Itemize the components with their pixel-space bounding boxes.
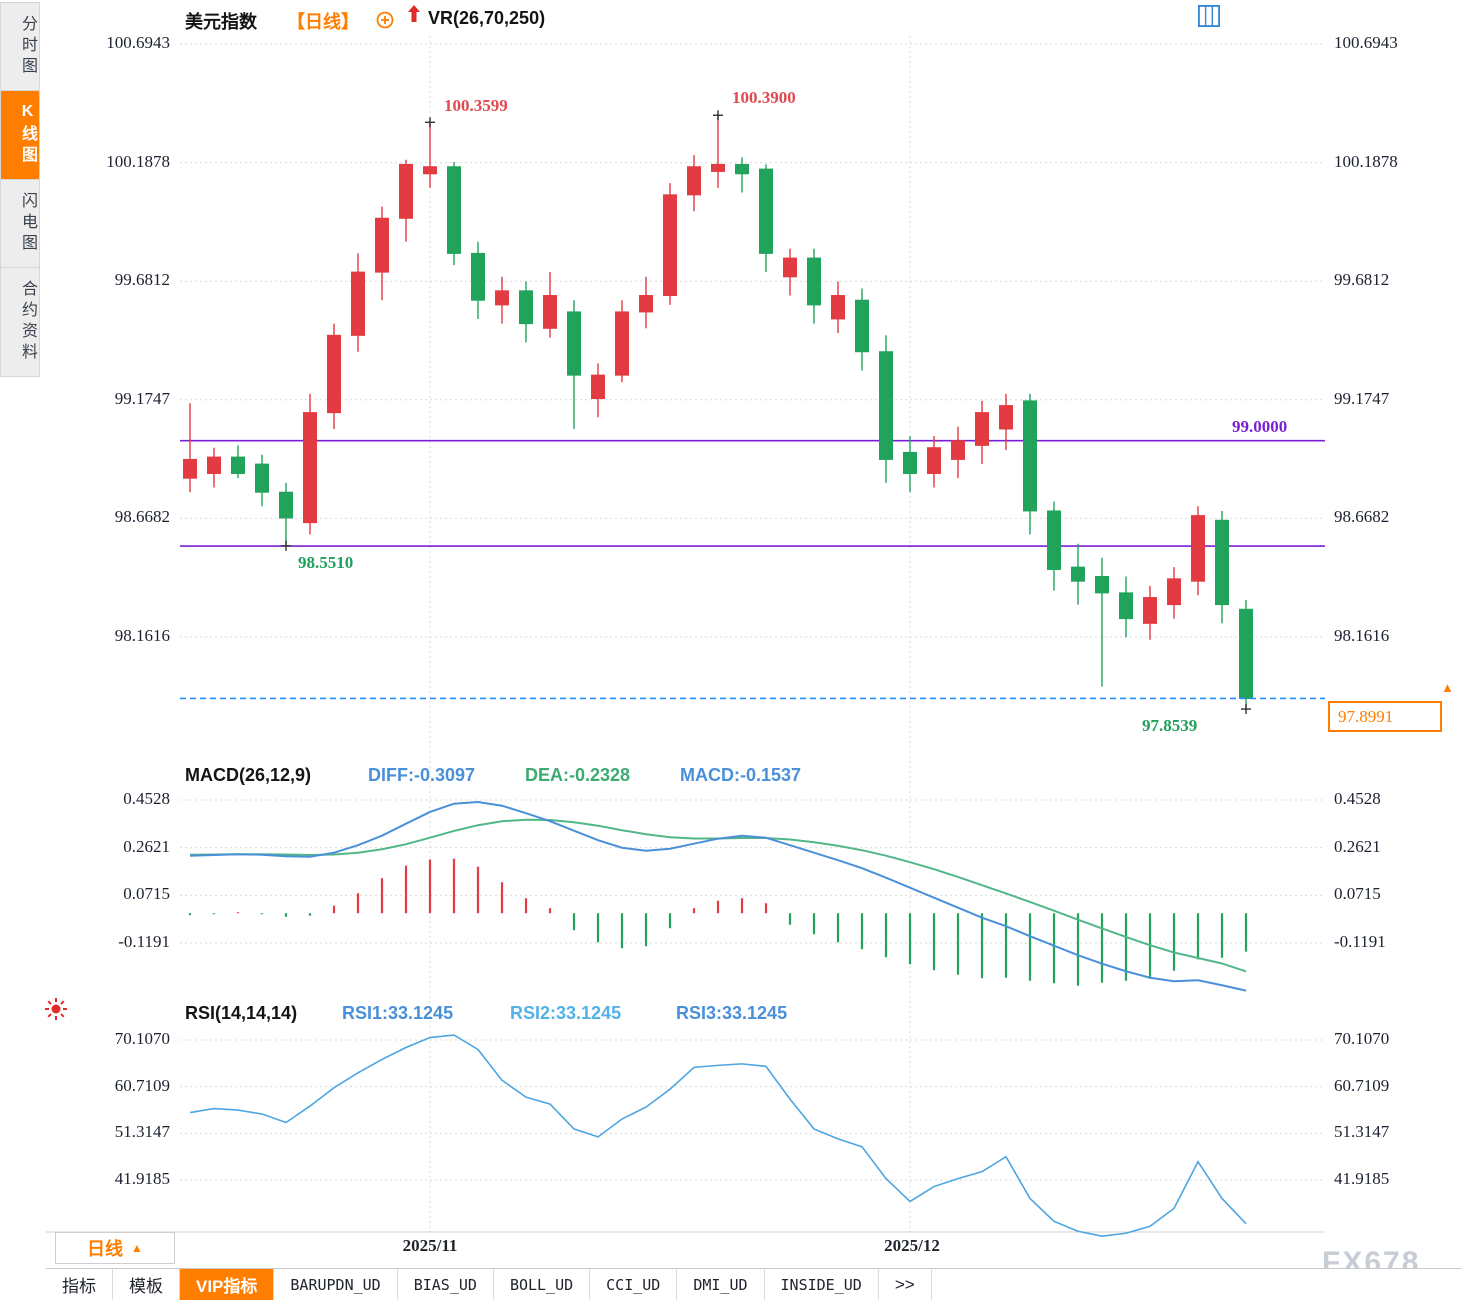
vr-indicator-label: VR(26,70,250) [428,8,546,28]
tab-bias-ud[interactable]: BIAS_UD [398,1269,494,1300]
tab-boll-ud[interactable]: BOLL_UD [494,1269,591,1300]
y-tick-label: -0.1191 [118,932,170,951]
symbol-title: 美元指数 [185,12,257,32]
y-tick-label: 0.4528 [123,789,170,808]
tab-cci-ud[interactable]: CCI_UD [590,1269,678,1300]
y-tick-label: 41.9185 [1334,1169,1390,1188]
x-axis-label-nov: 2025/11 [402,1236,458,1255]
y-tick-label: 41.9185 [114,1169,170,1188]
y-tick-label: 0.0715 [1334,884,1381,904]
y-tick-label: 100.6943 [1334,33,1398,52]
annotation-markers-layer [281,110,1251,715]
period-up-triangle-icon: ▲ [131,1241,143,1255]
rsi3-value: RSI3:33.1245 [676,1003,788,1023]
tab-template[interactable]: 模板 [113,1269,180,1300]
low-annotation-1: 98.5510 [298,553,354,572]
layout-toolbar [1198,5,1304,27]
y-tick-label: 100.6943 [106,33,170,52]
macd-dea-value: DEA:-0.2328 [525,765,631,785]
sidebar: 分时图 K线图 闪电图 合约资料 [0,2,40,377]
sidebar-tab-contract-info[interactable]: 合约资料 [0,267,40,377]
y-tick-label: 98.6682 [1334,507,1390,527]
candles-layer [183,115,1253,710]
indicator-tab-bar: 指标 模板 VIP指标 BARUPDN_UD BIAS_UD BOLL_UD C… [46,1268,1462,1300]
high-annotation-1: 100.3599 [444,96,508,115]
y-tick-label: 98.1616 [114,626,170,645]
y-tick-label: 99.1747 [1334,388,1390,408]
high-annotation-2: 100.3900 [732,88,796,107]
sidebar-tab-kline[interactable]: K线图 [0,90,40,179]
level-price-label: 99.0000 [1232,417,1288,436]
macd-value: MACD:-0.1537 [680,765,802,785]
y-tick-label: 0.0715 [123,884,170,904]
y-tick-label: 98.6682 [114,507,170,527]
tab-indicator[interactable]: 指标 [46,1269,113,1300]
y-tick-label: 60.7109 [1334,1075,1390,1095]
y-tick-label: 0.4528 [1334,789,1381,808]
rsi2-value: RSI2:33.1245 [510,1003,622,1023]
rsi1-value: RSI1:33.1245 [342,1003,454,1023]
x-axis-label-dec: 2025/12 [884,1236,940,1255]
tab-inside-ud[interactable]: INSIDE_UD [765,1269,879,1300]
low-annotation-2: 97.8539 [1142,716,1198,735]
y-tick-label: 60.7109 [114,1075,170,1095]
current-price-tag: 97.8991 [1328,701,1442,732]
y-tick-label: 70.1070 [114,1029,170,1048]
y-tick-label: 0.2621 [123,836,170,856]
macd-diff-value: DIFF:-0.3097 [368,765,476,785]
macd-title: MACD(26,12,9) [185,765,312,785]
y-tick-label: -0.1191 [1334,932,1386,951]
y-tick-label: 99.6812 [114,270,170,290]
layout-split-left-icon[interactable] [1198,5,1248,27]
rsi-line [189,1034,1247,1238]
level-lines-layer [180,439,1325,547]
y-tick-label: 70.1070 [1334,1029,1390,1048]
period-selector-label: 日线 [87,1239,124,1259]
tab-barupdn-ud[interactable]: BARUPDN_UD [274,1269,398,1300]
layout-split-right-icon[interactable] [1198,5,1276,27]
macd-layer [188,800,1248,992]
sidebar-tab-timeshare[interactable]: 分时图 [0,2,40,90]
tab-dmi-ud[interactable]: DMI_UD [677,1269,765,1300]
y-tick-label: 99.6812 [1334,270,1390,290]
period-selector[interactable]: 日线 ▲ [55,1232,175,1264]
period-tag: 【日线】 [287,12,359,32]
grid-layer [46,36,1325,1233]
tab-vip-indicator[interactable]: VIP指标 [180,1269,275,1300]
sidebar-tab-lightning[interactable]: 闪电图 [0,179,40,267]
y-tick-label: 99.1747 [114,388,170,408]
y-tick-label: 51.3147 [114,1122,170,1142]
y-tick-label: 100.1878 [106,151,170,171]
rsi-title: RSI(14,14,14) [185,1003,298,1023]
price-up-triangle-icon: ▲ [1441,680,1454,695]
y-tick-label: 98.1616 [1334,626,1390,645]
y-tick-label: 100.1878 [1334,151,1398,171]
y-tick-label: 51.3147 [1334,1122,1390,1142]
tab-more[interactable]: >> [879,1269,932,1300]
layout-columns-icon[interactable] [1198,5,1304,27]
y-tick-label: 0.2621 [1334,836,1381,856]
